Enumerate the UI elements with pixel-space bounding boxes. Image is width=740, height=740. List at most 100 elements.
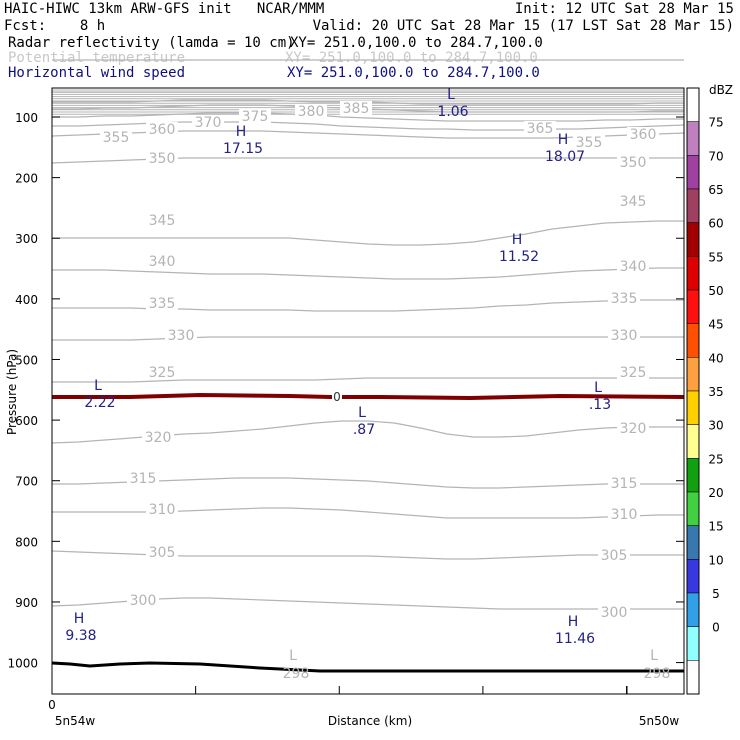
- field1-name: Radar reflectivity (lamda = 10 cm): [8, 35, 295, 51]
- contour-label-bg: [127, 471, 159, 485]
- wind-extremum-value: 9.38: [65, 628, 96, 644]
- contour-label-bg: [146, 296, 178, 310]
- field3-name: Horizontal wind speed: [8, 65, 186, 81]
- y-axis-label: Pressure (hPa): [5, 349, 19, 435]
- contour-label-350: 350: [149, 151, 176, 167]
- field3-xy: XY= 251.0,100.0 to 284.7,100.0: [287, 65, 540, 81]
- wind-extremum-type: L: [447, 87, 455, 103]
- colorbar-level-label: 15: [708, 520, 723, 534]
- contour-label-bg: [617, 259, 649, 273]
- theta-extremum-type: L: [289, 648, 297, 664]
- contour-label-330: 330: [168, 328, 195, 344]
- contour-label-300: 300: [130, 593, 157, 609]
- contour-label-370: 370: [195, 115, 222, 131]
- colorbar-level-label: 0: [712, 621, 720, 635]
- y-tick-label: 800: [15, 535, 38, 549]
- contour-label-320: 320: [620, 421, 647, 437]
- colorbar-cell: [686, 222, 700, 257]
- y-tick-label: 900: [15, 596, 38, 610]
- y-tick-label: 200: [15, 172, 38, 186]
- field2-xy: XY= 251.0,100.0 to 284.7,100.0: [285, 50, 538, 66]
- colorbar-level-label: 40: [708, 351, 723, 365]
- contour-label-325: 325: [149, 365, 176, 381]
- y-tick-label: 600: [15, 414, 38, 428]
- theta-contour-345: [52, 220, 684, 246]
- colorbar-level-label: 45: [708, 318, 723, 332]
- contour-label-bg: [146, 122, 178, 136]
- colorbar-level-label: 65: [708, 183, 723, 197]
- colorbar-level-label: 25: [708, 452, 723, 466]
- freezing-level-line: [52, 392, 685, 401]
- extrema-labels: L1.06H17.15H18.07H11.52L2.22L.13L.87H9.3…: [65, 87, 670, 682]
- contour-label-305: 305: [149, 545, 176, 561]
- colorbar-level-label: 50: [708, 284, 723, 298]
- y-tick-label: 400: [15, 293, 38, 307]
- contour-label-345: 345: [620, 194, 647, 210]
- y-tick-label: 1000: [7, 657, 38, 671]
- contour-label-bg: [608, 507, 640, 521]
- colorbar-cell: [686, 390, 700, 425]
- wind-extremum-type: L: [594, 380, 602, 396]
- colorbar-cell: [686, 188, 700, 223]
- contour-label-bg: [573, 135, 605, 149]
- colorbar-cell: [686, 289, 700, 324]
- wind-extremum-value: 17.15: [223, 141, 263, 157]
- contour-label-bg: [608, 328, 640, 342]
- colorbar-level-label: 30: [708, 419, 723, 433]
- freezing-label-bg: [332, 389, 342, 403]
- wind-extremum-type: L: [358, 405, 366, 421]
- theta-extremum-value: 298: [644, 666, 671, 682]
- contour-label-bg: [192, 115, 224, 129]
- colorbar-level-label: 5: [712, 587, 720, 601]
- colorbar-cell: [686, 155, 700, 190]
- terrain-line: [51, 661, 684, 673]
- contour-label-bg: [100, 130, 132, 144]
- contour-label-bg: [146, 502, 178, 516]
- contour-label-300: 300: [601, 605, 628, 621]
- wind-extremum-value: 18.07: [545, 149, 585, 165]
- colorbar-level-label: 35: [708, 385, 723, 399]
- theta-contour-325: [52, 377, 684, 383]
- contour-label-bg: [598, 548, 630, 562]
- colorbar-cell: [686, 256, 700, 291]
- colorbar-cell: [686, 525, 700, 560]
- y-tick-label: 700: [15, 475, 38, 489]
- contour-label-bg: [340, 101, 372, 115]
- theta-contour-330: [52, 336, 684, 341]
- colorbar-cell: [686, 87, 700, 122]
- x-tick-label: 0: [48, 698, 56, 712]
- contour-label-bg: [617, 194, 649, 208]
- wind-extremum-value: 11.46: [555, 631, 595, 647]
- contour-label-bg: [142, 430, 174, 444]
- colorbar-cell: [686, 357, 700, 392]
- contour-label-360: 360: [630, 127, 657, 143]
- colorbar-cell: [686, 491, 700, 526]
- colorbar-level-label: 75: [708, 116, 723, 130]
- wind-extremum-value: .87: [353, 422, 375, 438]
- contour-label-bg: [146, 254, 178, 268]
- contour-label-385: 385: [343, 101, 370, 117]
- colorbar-cell: [686, 424, 700, 459]
- contour-label-bg: [524, 121, 556, 135]
- contour-label-320: 320: [145, 430, 172, 446]
- contour-label-375: 375: [242, 109, 269, 125]
- y-tick-label: 300: [15, 232, 38, 246]
- contour-label-bg: [165, 328, 197, 342]
- colorbar-cell: [686, 592, 700, 627]
- colorbar-cell: [686, 458, 700, 493]
- contour-label-310: 310: [149, 502, 176, 518]
- contour-label-365: 365: [527, 121, 554, 137]
- wind-extremum-value: .13: [589, 397, 611, 413]
- contour-label-bg: [617, 421, 649, 435]
- wind-extremum-type: H: [512, 232, 523, 248]
- axes: 100 200 300 400 500 600 700 800 900 1000 Pressure …: [5, 87, 685, 728]
- header-forecast-hour: Fcst: 8 h: [4, 18, 106, 34]
- colorbar-unit: dBZ: [709, 83, 733, 97]
- wind-extremum-type: H: [568, 614, 579, 630]
- header-init-time: Init: 12 UTC Sat 28 Mar 15: [514, 1, 734, 17]
- y-tick-label: 500: [15, 353, 38, 367]
- theta-extremum-value: 298: [283, 666, 310, 682]
- colorbar-cell: [686, 660, 700, 695]
- wind-extremum-value: 1.06: [437, 104, 468, 120]
